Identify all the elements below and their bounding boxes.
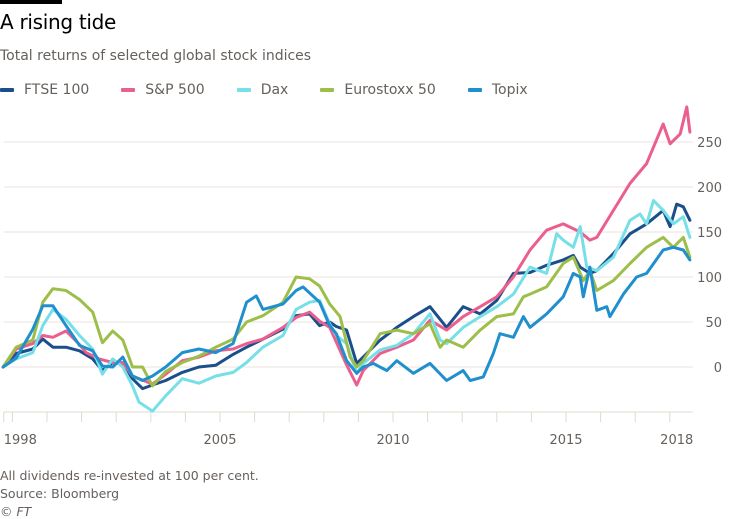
legend-item: S&P 500 (121, 82, 205, 98)
legend-label: FTSE 100 (24, 82, 90, 98)
legend-label: S&P 500 (145, 82, 205, 98)
legend-swatch (236, 88, 251, 92)
legend-swatch (121, 88, 136, 92)
y-tick-label: 100 (697, 271, 722, 286)
footnote: All dividends re-invested at 100 per cen… (0, 468, 259, 483)
legend-item: Dax (236, 82, 289, 98)
x-tick-label: 2010 (376, 433, 409, 448)
legend-item: Eurostoxx 50 (320, 82, 436, 98)
x-tick-label: 1998 (4, 433, 37, 448)
x-tick-label: 2005 (203, 433, 236, 448)
y-tick-label: 250 (697, 136, 722, 151)
y-tick-label: 200 (697, 181, 722, 196)
y-tick-label: 0 (714, 361, 722, 376)
legend-label: Topix (491, 82, 528, 98)
series-line-eurostoxx-50 (1, 235, 692, 388)
legend-swatch (320, 88, 335, 92)
legend-item: Topix (467, 82, 528, 98)
chart-subtitle: Total returns of selected global stock i… (0, 48, 312, 64)
series-line-s-p-500 (1, 105, 692, 387)
y-tick-label: 50 (705, 316, 722, 331)
legend-label: Eurostoxx 50 (344, 82, 436, 98)
chart-title: A rising tide (0, 10, 117, 34)
legend-label: Dax (260, 82, 289, 98)
brand-bar (0, 0, 62, 4)
source-note: Source: Bloomberg (0, 486, 120, 501)
x-tick-label: 2018 (660, 433, 693, 448)
legend: FTSE 100 S&P 500 Dax Eurostoxx 50 Topix (0, 82, 560, 98)
x-tick-label: 2015 (549, 433, 582, 448)
legend-item: FTSE 100 (0, 82, 89, 98)
copyright-note: © FT (0, 504, 32, 519)
legend-swatch (0, 88, 14, 92)
series-line-topix (1, 245, 692, 382)
legend-swatch (467, 88, 482, 92)
y-tick-label: 150 (697, 226, 722, 241)
